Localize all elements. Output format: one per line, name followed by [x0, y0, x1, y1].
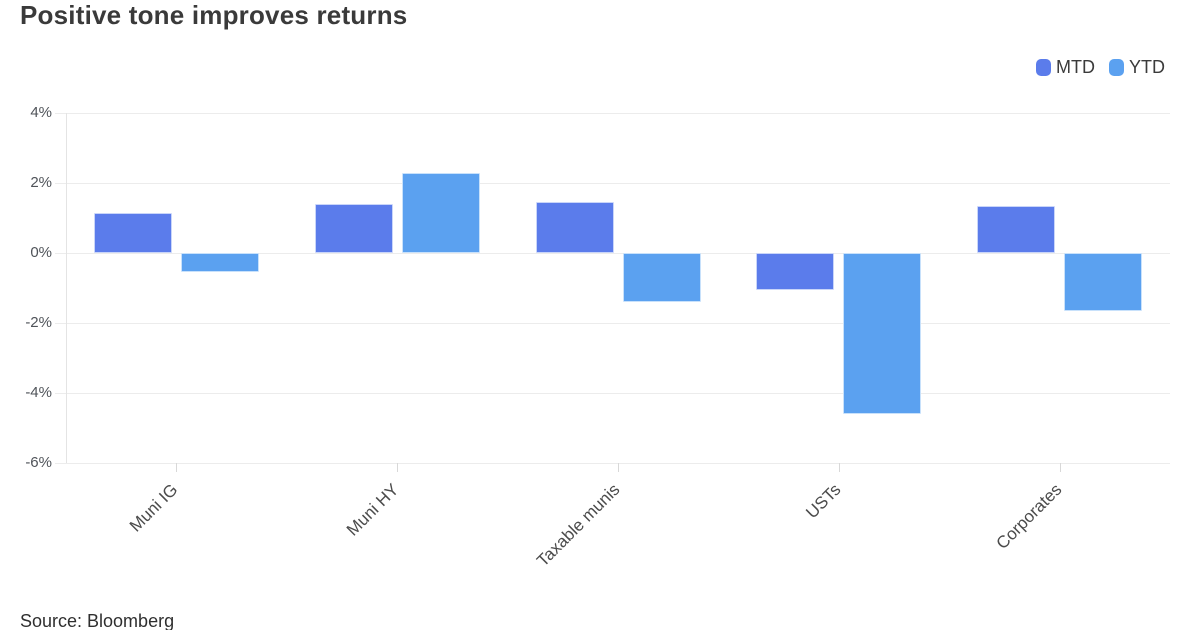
bar-mtd-usts — [756, 253, 835, 290]
bar-ytd-muni-hy — [401, 172, 480, 253]
chart-title: Positive tone improves returns — [20, 0, 408, 30]
gridline — [55, 112, 1170, 114]
gridline — [55, 392, 1170, 394]
bar-ytd-corporates — [1064, 253, 1143, 311]
y-axis-tick-label: 4% — [30, 104, 52, 121]
bar-ytd-taxable-munis — [622, 253, 701, 302]
y-axis-tick-label: -2% — [25, 314, 52, 331]
y-axis-tick-label: 2% — [30, 174, 52, 191]
y-axis-tick-label: -4% — [25, 384, 52, 401]
legend-item-mtd: MTD — [1036, 57, 1095, 78]
x-axis-category-label: Muni HY — [343, 480, 403, 540]
source-note: Source: Bloomberg — [20, 611, 175, 630]
bar-mtd-muni-ig — [93, 212, 172, 253]
bar-mtd-corporates — [977, 205, 1056, 253]
y-axis-line — [66, 113, 67, 463]
legend: MTD YTD — [1036, 57, 1165, 78]
ytd-swatch-icon — [1109, 59, 1124, 76]
gridline — [55, 322, 1170, 324]
bar-ytd-muni-ig — [180, 253, 259, 273]
x-axis-tick — [618, 463, 619, 472]
x-axis-tick — [1059, 463, 1061, 472]
gridline — [55, 182, 1170, 184]
mtd-swatch-icon — [1036, 59, 1051, 76]
gridline — [55, 252, 1170, 254]
bar-mtd-muni-hy — [314, 204, 393, 253]
gridline — [55, 462, 1170, 464]
bar-ytd-usts — [843, 253, 922, 414]
legend-item-ytd: YTD — [1109, 57, 1165, 78]
x-axis-tick — [176, 463, 178, 472]
y-axis-tick-label: 0% — [30, 244, 52, 261]
legend-label-mtd: MTD — [1056, 57, 1095, 77]
y-axis-tick-label: -6% — [25, 454, 52, 471]
bar-mtd-taxable-munis — [535, 202, 614, 253]
x-axis-category-label: USTs — [802, 480, 845, 523]
x-axis-tick — [838, 463, 840, 472]
x-axis-category-label: Corporates — [992, 480, 1066, 553]
x-axis-category-label: Muni IG — [126, 480, 182, 536]
legend-label-ytd: YTD — [1129, 57, 1165, 77]
x-axis-category-label: Taxable munis — [533, 480, 624, 571]
x-axis-tick — [397, 463, 399, 472]
